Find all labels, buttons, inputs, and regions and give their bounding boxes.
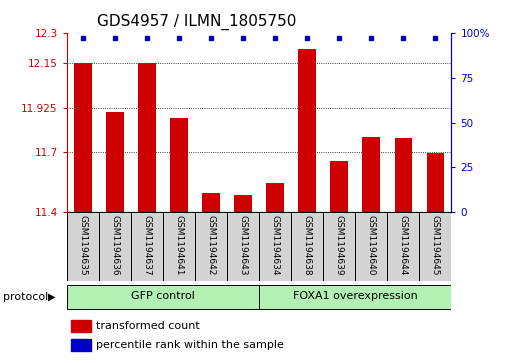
Text: GSM1194641: GSM1194641 [174,215,184,276]
Bar [266,183,284,212]
Text: ▶: ▶ [48,292,55,302]
Bar [70,339,91,351]
Text: GSM1194637: GSM1194637 [142,215,151,276]
Bar [195,212,227,281]
Bar [170,118,188,212]
Text: GSM1194645: GSM1194645 [431,215,440,276]
Bar [98,212,131,281]
Bar [74,63,91,212]
Text: GFP control: GFP control [131,291,195,301]
Bar [394,139,412,212]
Bar [163,212,195,281]
Bar [138,63,155,212]
Bar [227,212,259,281]
Text: transformed count: transformed count [96,321,200,331]
Bar [259,285,451,309]
Bar [323,212,355,281]
Bar [387,212,420,281]
Bar [259,212,291,281]
Text: GSM1194640: GSM1194640 [367,215,376,276]
Bar [363,138,380,212]
Text: GDS4957 / ILMN_1805750: GDS4957 / ILMN_1805750 [97,14,297,30]
Bar [67,212,98,281]
Text: GSM1194638: GSM1194638 [303,215,312,276]
Text: GSM1194636: GSM1194636 [110,215,120,276]
Bar [67,285,259,309]
Bar [299,49,316,212]
Text: GSM1194643: GSM1194643 [239,215,248,276]
Text: GSM1194639: GSM1194639 [334,215,344,276]
Bar [427,154,444,212]
Bar [106,111,124,212]
Bar [355,212,387,281]
Bar [330,162,348,212]
Text: GSM1194634: GSM1194634 [270,215,280,276]
Bar [202,193,220,212]
Text: GSM1194635: GSM1194635 [78,215,87,276]
Text: percentile rank within the sample: percentile rank within the sample [96,340,284,350]
Bar [234,195,252,212]
Text: GSM1194644: GSM1194644 [399,215,408,276]
Bar [131,212,163,281]
Text: FOXA1 overexpression: FOXA1 overexpression [293,291,418,301]
Text: protocol: protocol [3,292,48,302]
Bar [420,212,451,281]
Bar [291,212,323,281]
Bar [70,320,91,331]
Text: GSM1194642: GSM1194642 [206,215,215,276]
